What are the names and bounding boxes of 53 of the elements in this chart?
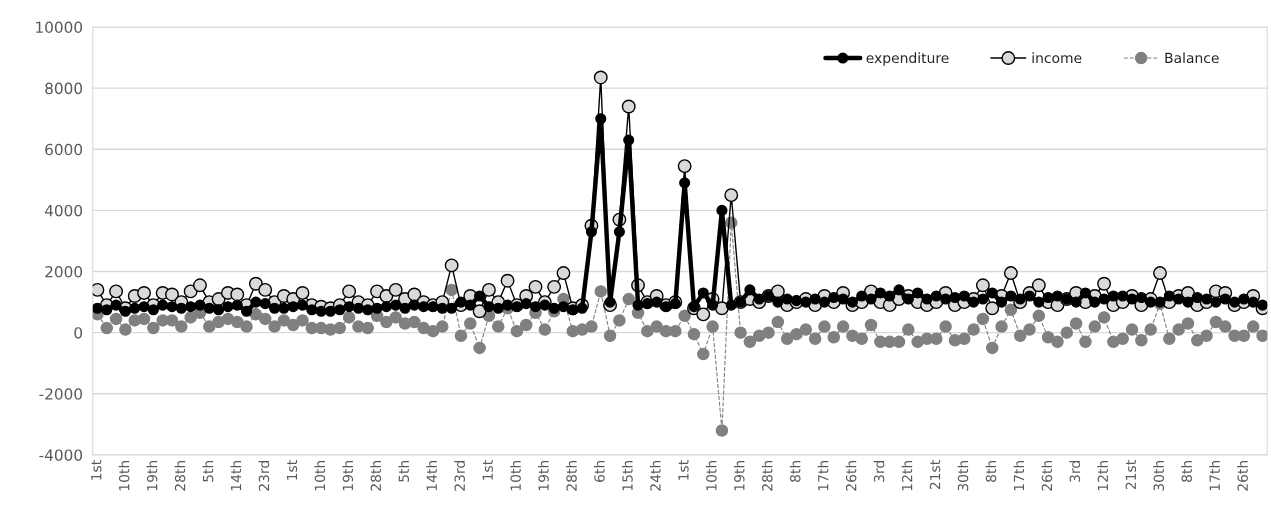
x-tick-label: 8th <box>985 460 997 482</box>
x-tick-label: 19th <box>538 460 549 491</box>
y-tick-label: 10000 <box>36 21 83 34</box>
y-tick-label: 2000 <box>45 266 83 278</box>
x-tick-label: 10th <box>705 460 717 491</box>
x-tick-label: 8th <box>789 460 801 482</box>
x-tick-label: 15th <box>622 460 633 491</box>
x-tick-label: 21st <box>929 460 941 490</box>
y-tick-label: 6000 <box>45 143 83 156</box>
x-tick-label: 30th <box>1153 460 1165 491</box>
x-tick-label: 28th <box>566 460 577 491</box>
x-tick-label: 30th <box>957 460 969 491</box>
y-tick-label: -4000 <box>39 449 83 461</box>
x-tick-label: 19th <box>146 460 158 491</box>
y-tick-label: -2000 <box>39 388 83 400</box>
x-tick-label: 5th <box>398 460 410 482</box>
x-tick-label: 10th <box>118 460 130 491</box>
legend-label: expenditure <box>866 52 949 66</box>
x-tick-label: 19th <box>733 460 745 491</box>
x-tick-label: 1st <box>286 460 298 480</box>
x-tick-label: 1st <box>482 460 493 480</box>
x-tick-label: 26th <box>1041 460 1053 491</box>
x-tick-label: 8th <box>1181 460 1192 482</box>
x-tick-label: 5th <box>202 460 214 482</box>
x-tick-label: 23rd <box>258 461 270 491</box>
x-tick-label: 12th <box>901 460 913 491</box>
x-tick-label: 1st <box>678 460 689 480</box>
x-tick-label: 28th <box>761 460 773 491</box>
x-tick-label: 3rd <box>873 461 885 482</box>
x-tick-label: 3rd <box>1069 461 1081 482</box>
x-tick-label: 1st <box>91 460 102 480</box>
x-tick-label: 17th <box>1209 460 1220 491</box>
x-tick-label: 6th <box>594 460 605 482</box>
x-tick-label: 10th <box>314 460 326 491</box>
x-tick-label: 19th <box>342 460 354 491</box>
y-tick-label: 4000 <box>44 204 83 217</box>
x-tick-label: 26th <box>845 460 857 491</box>
y-tick-label: 8000 <box>45 82 83 95</box>
x-tick-label: 10th <box>510 460 521 491</box>
x-tick-label: 26th <box>1237 460 1248 491</box>
legend-label: Balance <box>1165 52 1219 64</box>
x-tick-label: 17th <box>817 460 829 491</box>
x-tick-label: 28th <box>174 460 186 491</box>
x-tick-label: 14th <box>426 460 437 491</box>
y-tick-label: 0 <box>74 327 83 339</box>
x-tick-label: 24th <box>649 460 661 491</box>
legend-label: income <box>1032 52 1082 64</box>
x-tick-label: 14th <box>230 460 242 491</box>
x-tick-label: 28th <box>370 460 382 491</box>
x-tick-label: 23rd <box>454 461 465 491</box>
x-tick-label: 12th <box>1097 460 1108 491</box>
x-tick-label: 21st <box>1125 460 1137 490</box>
x-tick-label: 17th <box>1013 460 1025 491</box>
